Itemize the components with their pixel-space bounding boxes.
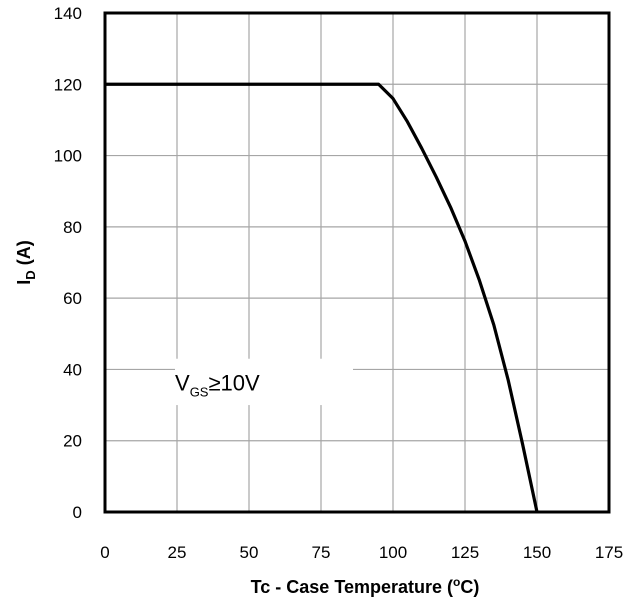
x-axis-label-degree: o: [453, 575, 460, 589]
y-tick-label: 120: [54, 75, 82, 94]
y-axis-label-main: I: [14, 280, 34, 285]
y-axis-label-rest: (A): [14, 240, 34, 270]
annotation-background: [175, 358, 353, 406]
series-line: [105, 82, 539, 513]
x-tick-label: 0: [100, 543, 109, 562]
plot-frame: [103, 11, 611, 514]
x-axis-label-pre: Tc - Case Temperature (: [251, 577, 453, 597]
x-tick-label: 75: [312, 543, 331, 562]
y-tick-label: 0: [73, 503, 82, 522]
y-tick-label: 60: [63, 289, 82, 308]
y-tick-labels: 0 20 40 60 80 100 120 140: [54, 4, 82, 522]
x-tick-label: 150: [523, 543, 551, 562]
vgs-annotation: VGS≥10V: [175, 371, 260, 400]
series-group: [105, 82, 539, 513]
x-tick-label: 25: [168, 543, 187, 562]
x-tick-label: 100: [379, 543, 407, 562]
y-axis-label: ID (A): [14, 240, 38, 284]
annotation-subscript: GS: [190, 385, 209, 400]
x-axis-label-post: C): [460, 577, 479, 597]
x-tick-label: 125: [451, 543, 479, 562]
y-tick-label: 20: [63, 432, 82, 451]
grid: [104, 12, 610, 513]
y-tick-label: 40: [63, 360, 82, 379]
x-tick-label: 175: [595, 543, 623, 562]
annotation-main: V: [175, 371, 190, 396]
annotation-rest: ≥10V: [208, 371, 260, 396]
y-tick-label: 80: [63, 218, 82, 237]
y-axis-label-subscript: D: [23, 270, 38, 279]
y-tick-label: 140: [54, 4, 82, 23]
x-tick-labels: 0 25 50 75 100 125 150 175: [100, 543, 623, 562]
x-axis-label: Tc - Case Temperature (oC): [251, 575, 480, 597]
y-tick-label: 100: [54, 147, 82, 166]
x-tick-label: 50: [240, 543, 259, 562]
